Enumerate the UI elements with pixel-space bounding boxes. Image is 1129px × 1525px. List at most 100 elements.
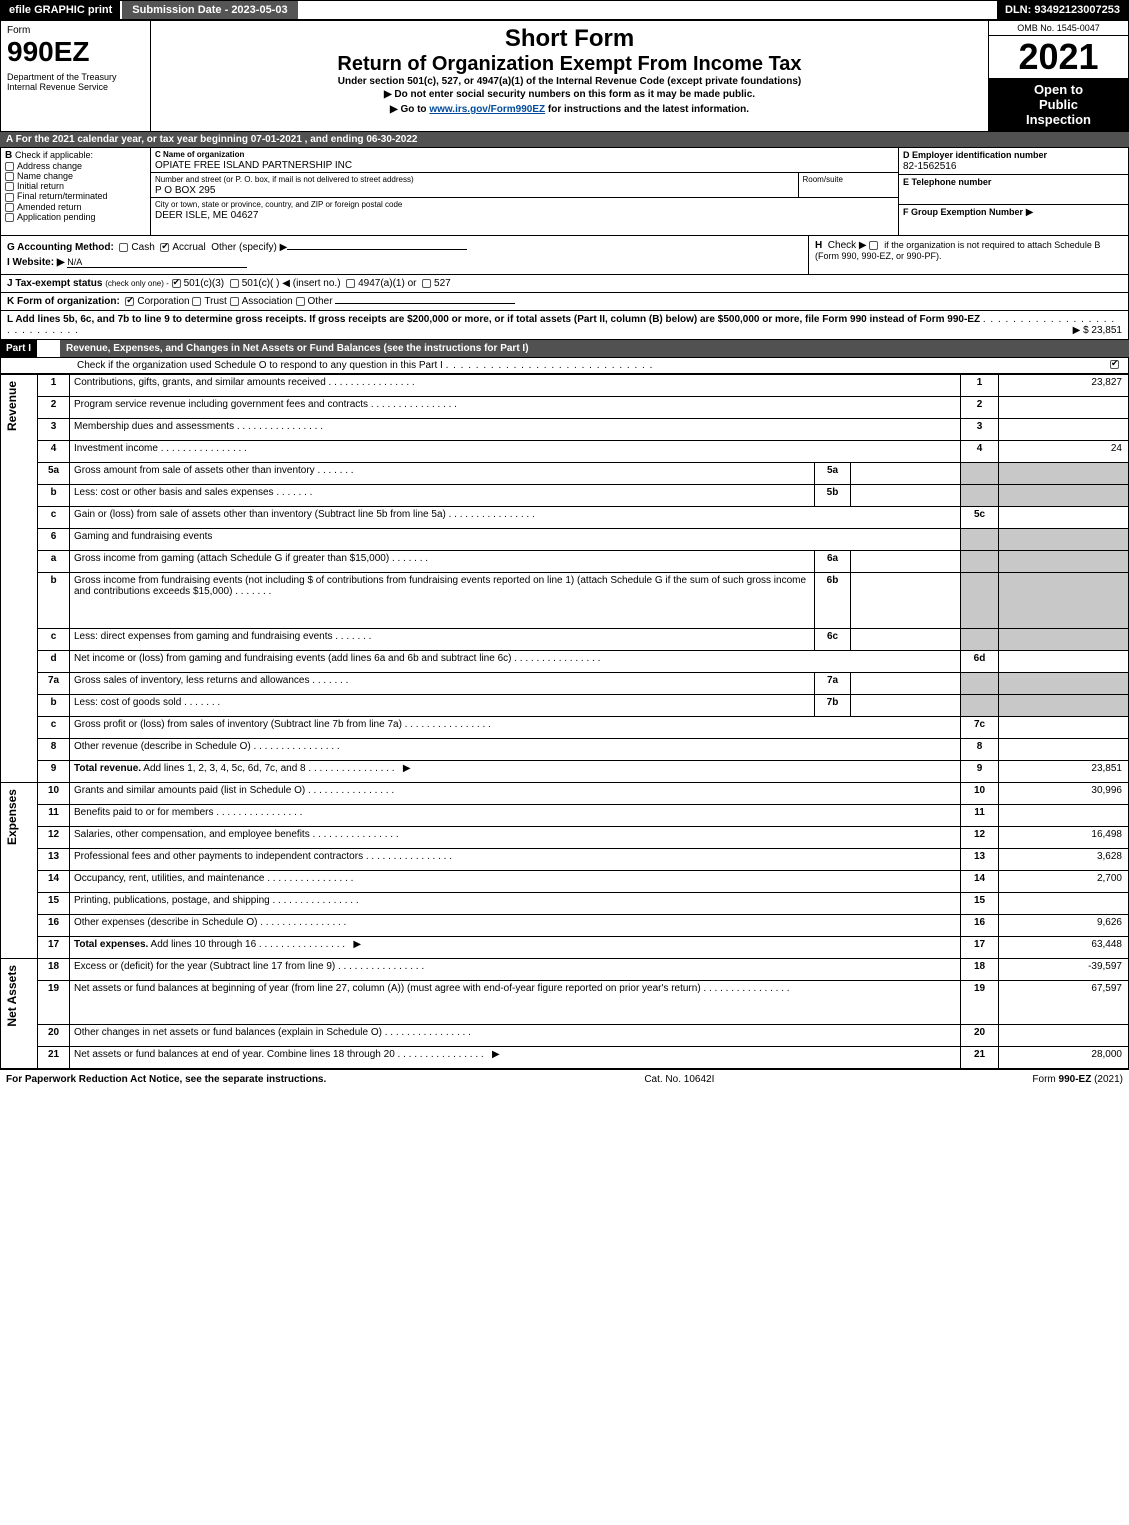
- line-subval-a: [851, 551, 961, 573]
- box-b-checkbox-3[interactable]: [5, 193, 14, 202]
- line-subval-7a: [851, 673, 961, 695]
- line-desc-18: Excess or (deficit) for the year (Subtra…: [70, 959, 961, 981]
- box-j-label: J Tax-exempt status: [7, 278, 102, 289]
- footer-form-num: 990-EZ: [1059, 1074, 1092, 1085]
- title-short-form: Short Form: [161, 25, 978, 53]
- line-amt-9: 23,851: [999, 761, 1129, 783]
- 501c-checkbox[interactable]: [230, 279, 239, 288]
- line-desc-20: Other changes in net assets or fund bala…: [70, 1025, 961, 1047]
- line-desc-c: Less: direct expenses from gaming and fu…: [70, 629, 815, 651]
- line-desc-14: Occupancy, rent, utilities, and maintena…: [70, 871, 961, 893]
- line-num-a: a: [38, 551, 70, 573]
- line-rnum-grey-c: [961, 629, 999, 651]
- line-desc-17: Total expenses. Add lines 10 through 16 …: [70, 937, 961, 959]
- schedule-b-checkbox[interactable]: [869, 241, 878, 250]
- k-opt-2: Association: [242, 296, 293, 307]
- line-amt-12: 16,498: [999, 827, 1129, 849]
- line-num-12: 12: [38, 827, 70, 849]
- irs-link[interactable]: www.irs.gov/Form990EZ: [429, 104, 545, 115]
- line-amt-20: [999, 1025, 1129, 1047]
- line-rnum-13: 13: [961, 849, 999, 871]
- k-checkbox-1[interactable]: [192, 297, 201, 306]
- box-b-checkbox-1[interactable]: [5, 172, 14, 181]
- section-label-net assets: Net Assets: [5, 961, 19, 1031]
- line-sub-a: 6a: [815, 551, 851, 573]
- line-amt-17: 63,448: [999, 937, 1129, 959]
- line-num-8: 8: [38, 739, 70, 761]
- box-b-checkbox-4[interactable]: [5, 203, 14, 212]
- instr-no-ssn: ▶ Do not enter social security numbers o…: [161, 87, 978, 102]
- line-desc-b: Gross income from fundraising events (no…: [70, 573, 815, 629]
- section-label-revenue: Revenue: [5, 377, 19, 435]
- cash-checkbox[interactable]: [119, 243, 128, 252]
- box-h-check-text: Check ▶: [828, 240, 867, 251]
- accrual-checkbox[interactable]: [160, 243, 169, 252]
- line-amt-grey-b: [999, 573, 1129, 629]
- line-desc-12: Salaries, other compensation, and employ…: [70, 827, 961, 849]
- line-desc-9: Total revenue. Add lines 1, 2, 3, 4, 5c,…: [70, 761, 961, 783]
- box-h-letter: H: [815, 240, 822, 251]
- box-e-label: E Telephone number: [903, 177, 991, 187]
- efile-print-button[interactable]: efile GRAPHIC print: [1, 1, 122, 19]
- 4947-checkbox[interactable]: [346, 279, 355, 288]
- line-sub-b: 5b: [815, 485, 851, 507]
- box-b-checkbox-0[interactable]: [5, 162, 14, 171]
- line-sub-5a: 5a: [815, 463, 851, 485]
- k-checkbox-2[interactable]: [230, 297, 239, 306]
- k-checkbox-3[interactable]: [296, 297, 305, 306]
- k-checkbox-0[interactable]: [125, 297, 134, 306]
- line-amt-18: -39,597: [999, 959, 1129, 981]
- ein-value: 82-1562516: [903, 161, 956, 172]
- line-desc-8: Other revenue (describe in Schedule O) .…: [70, 739, 961, 761]
- street-label: Number and street (or P. O. box, if mail…: [155, 175, 414, 184]
- line-num-10: 10: [38, 783, 70, 805]
- line-amt-21: 28,000: [999, 1047, 1129, 1069]
- 501c-label: 501(c)( ): [242, 278, 280, 289]
- section-a-tax-year: A For the 2021 calendar year, or tax yea…: [0, 132, 1129, 147]
- 4947-label: 4947(a)(1) or: [358, 278, 416, 289]
- website-value: N/A: [67, 257, 247, 268]
- box-g-label: G Accounting Method:: [7, 242, 114, 253]
- line-rnum-grey-5a: [961, 463, 999, 485]
- line-desc-2: Program service revenue including govern…: [70, 397, 961, 419]
- schedule-o-checkbox[interactable]: [1110, 360, 1119, 369]
- other-specify-input[interactable]: [287, 249, 467, 250]
- line-rnum-18: 18: [961, 959, 999, 981]
- line-num-5a: 5a: [38, 463, 70, 485]
- line-num-14: 14: [38, 871, 70, 893]
- line-num-13: 13: [38, 849, 70, 871]
- gross-receipts-amount: ▶ $ 23,851: [1073, 325, 1122, 336]
- line-rnum-12: 12: [961, 827, 999, 849]
- 501c3-checkbox[interactable]: [172, 279, 181, 288]
- line-desc-b: Less: cost of goods sold . . . . . . .: [70, 695, 815, 717]
- line-subval-b: [851, 695, 961, 717]
- line-rnum-15: 15: [961, 893, 999, 915]
- box-b-item-2: Initial return: [17, 181, 64, 191]
- line-num-1: 1: [38, 375, 70, 397]
- line-amt-grey-5a: [999, 463, 1129, 485]
- line-sub-c: 6c: [815, 629, 851, 651]
- line-amt-6d: [999, 651, 1129, 673]
- k-other-input[interactable]: [335, 303, 515, 304]
- line-amt-10: 30,996: [999, 783, 1129, 805]
- k-opt-0: Corporation: [137, 296, 189, 307]
- cash-label: Cash: [131, 242, 154, 253]
- line-amt-grey-a: [999, 551, 1129, 573]
- line-num-b: b: [38, 485, 70, 507]
- 527-checkbox[interactable]: [422, 279, 431, 288]
- box-b-item-3: Final return/terminated: [17, 191, 108, 201]
- form-header: Form 990EZ Department of the Treasury In…: [0, 20, 1129, 132]
- box-b-label: Check if applicable:: [15, 150, 93, 160]
- box-l-text: L Add lines 5b, 6c, and 7b to line 9 to …: [7, 314, 980, 325]
- box-b-checkbox-2[interactable]: [5, 182, 14, 191]
- box-c-label: C Name of organization: [155, 150, 244, 159]
- dln-label: DLN: 93492123007253: [997, 1, 1128, 19]
- line-subval-b: [851, 485, 961, 507]
- 501c-insert: ◀ (insert no.): [282, 278, 340, 289]
- line-num-18: 18: [38, 959, 70, 981]
- line-subval-5a: [851, 463, 961, 485]
- box-b-checkbox-5[interactable]: [5, 213, 14, 222]
- form-word: Form: [1, 21, 150, 36]
- box-k-label: K Form of organization:: [7, 296, 120, 307]
- inspect-line2: Public: [1039, 97, 1078, 112]
